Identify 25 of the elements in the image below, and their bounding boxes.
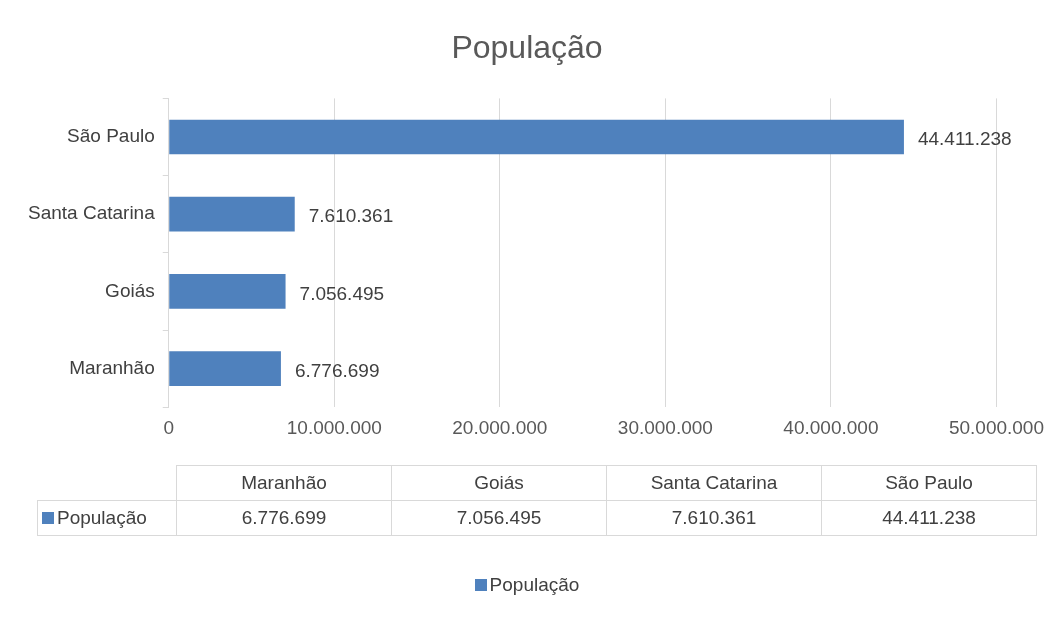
x-tick-label: 40.000.000 (783, 416, 879, 438)
y-tick-label: Santa Catarina (28, 202, 156, 224)
category-label: Goiás (474, 472, 524, 493)
y-tick-label: Goiás (105, 279, 155, 301)
chart-title: População (451, 29, 603, 66)
category-label: São Paulo (885, 472, 973, 493)
data-label: 7.610.361 (308, 205, 394, 227)
text: 6.776.699 (241, 507, 327, 528)
legend-label: População (37, 500, 177, 536)
category-label: Maranhão (241, 472, 327, 493)
y-tick-label: São Paulo (67, 125, 155, 147)
text: 7.610.361 (671, 507, 757, 528)
text: 7.056.495 (456, 507, 542, 528)
y-tick-label: Maranhão (69, 356, 155, 378)
data-label: 6.776.699 (294, 359, 380, 381)
x-tick-label: 0 (163, 416, 175, 438)
data-label: 7.056.495 (299, 282, 385, 304)
text: População (489, 574, 580, 595)
x-tick-label: 50.000.000 (948, 416, 1044, 438)
text: 44.411.238 (882, 507, 976, 528)
category-label: Santa Catarina (650, 472, 778, 493)
x-tick-label: 10.000.000 (286, 416, 382, 438)
x-tick-label: 30.000.000 (617, 416, 713, 438)
x-tick-label: 20.000.000 (452, 416, 548, 438)
data-label: 44.411.238 (917, 128, 1012, 150)
